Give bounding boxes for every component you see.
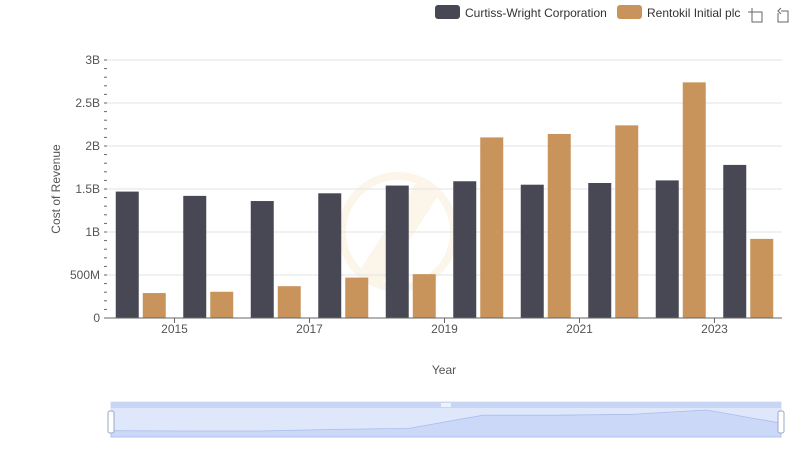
bar-curtiss-wright-2023[interactable] — [723, 164, 747, 318]
y-axis-labels: 0 500M 1B 1.5B 2B 2.5B 3B — [70, 53, 100, 325]
bar-rentokil-2016[interactable] — [277, 286, 301, 318]
bar-curtiss-wright-2019[interactable] — [453, 181, 477, 318]
x-tick-label: 2021 — [566, 322, 593, 336]
legend-swatch-rentokil — [617, 5, 642, 19]
x-tick-label: 2023 — [701, 322, 728, 336]
bar-rentokil-2015[interactable] — [210, 291, 234, 318]
legend-label-rentokil: Rentokil Initial plc — [647, 6, 740, 20]
y-tick-label: 2.5B — [75, 96, 100, 110]
y-tick-label: 2B — [85, 139, 100, 153]
bar-rentokil-2018[interactable] — [412, 274, 436, 318]
x-axis-title: Year — [432, 363, 456, 377]
y-tick-label: 1B — [85, 225, 100, 239]
x-tick-label: 2019 — [431, 322, 458, 336]
bar-rentokil-2021[interactable] — [615, 125, 639, 318]
y-tick-label: 0 — [93, 311, 100, 325]
zoom-crop-icon[interactable] — [748, 8, 763, 23]
data-zoom-slider[interactable] — [107, 401, 785, 438]
bar-curtiss-wright-2020[interactable] — [520, 184, 544, 318]
legend: Curtiss-Wright Corporation Rentokil Init… — [435, 5, 740, 20]
y-axis-minor-ticks — [104, 59, 107, 319]
y-tick-label: 3B — [85, 53, 100, 67]
y-axis-title: Cost of Revenue — [49, 144, 63, 234]
bar-curtiss-wright-2017[interactable] — [318, 193, 342, 318]
bar-rentokil-2022[interactable] — [682, 82, 706, 318]
bar-rentokil-2017[interactable] — [345, 277, 369, 318]
bar-curtiss-wright-2014[interactable] — [115, 191, 139, 318]
bar-curtiss-wright-2015[interactable] — [183, 195, 207, 318]
y-tick-label: 500M — [70, 268, 100, 282]
y-tick-label: 1.5B — [75, 182, 100, 196]
bar-rentokil-2020[interactable] — [547, 133, 571, 318]
bars — [115, 82, 774, 318]
x-axis: 2015 2017 2019 2021 2023 — [107, 317, 782, 336]
slider-handle-left[interactable] — [107, 410, 115, 434]
legend-item-curtiss-wright[interactable]: Curtiss-Wright Corporation — [435, 5, 607, 20]
grid-lines — [107, 59, 782, 276]
bar-curtiss-wright-2021[interactable] — [588, 182, 612, 318]
bar-rentokil-2014[interactable] — [142, 293, 166, 318]
bar-curtiss-wright-2016[interactable] — [250, 201, 274, 318]
bar-rentokil-2019[interactable] — [480, 137, 504, 318]
bar-curtiss-wright-2022[interactable] — [655, 180, 679, 318]
slider-handle-right[interactable] — [777, 410, 785, 434]
legend-swatch-curtiss-wright — [435, 5, 460, 19]
legend-item-rentokil[interactable]: Rentokil Initial plc — [617, 5, 740, 20]
x-tick-label: 2015 — [161, 322, 188, 336]
slider-grip[interactable] — [441, 403, 451, 407]
restore-icon[interactable] — [777, 7, 789, 23]
bar-rentokil-2023[interactable] — [750, 238, 774, 318]
bar-curtiss-wright-2018[interactable] — [385, 185, 409, 318]
x-tick-label: 2017 — [296, 322, 323, 336]
legend-label-curtiss-wright: Curtiss-Wright Corporation — [465, 6, 607, 20]
